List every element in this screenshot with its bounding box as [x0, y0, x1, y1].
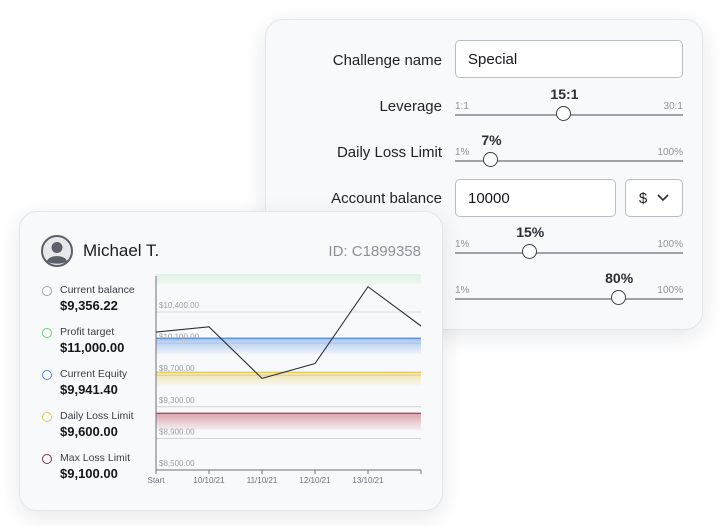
legend-amount: $9,941.40	[60, 382, 118, 397]
y-tick-label: $10,100.00	[159, 333, 200, 342]
slider-value-label: 15:1	[550, 86, 579, 102]
daily-loss-limit-slider[interactable]: 1% 100% 7%	[455, 130, 683, 174]
slider-value-label: 15%	[516, 224, 545, 240]
legend-label: Profit target	[60, 326, 115, 338]
slider-min-label: 1:1	[455, 101, 469, 112]
y-tick-label: $10,400.00	[159, 301, 200, 310]
avatar-icon	[41, 235, 73, 267]
y-tick-label: $9,300.00	[159, 396, 195, 405]
x-tick-label: 13/10/21	[352, 476, 384, 485]
slider-value-label: 7%	[481, 132, 502, 148]
account-balance-input[interactable]: 10000	[455, 179, 616, 217]
slider-min-label: 1%	[455, 147, 470, 158]
challenge-name-label: Challenge name	[332, 52, 442, 69]
legend-label: Max Loss Limit	[60, 452, 131, 464]
slider-value-label: 80%	[605, 270, 634, 286]
y-tick-label: $9,700.00	[159, 364, 195, 373]
legend-dot	[42, 328, 52, 338]
legend-amount: $9,600.00	[60, 424, 118, 439]
x-tick-label: 11/10/21	[247, 476, 278, 485]
leverage-label: Leverage	[379, 98, 442, 115]
chart-band	[156, 372, 421, 386]
percent-slider-b[interactable]: 1% 100% 80%	[455, 268, 683, 312]
y-tick-label: $8,500.00	[159, 459, 195, 468]
slider-max-label: 30:1	[663, 101, 683, 112]
slider-track	[455, 252, 683, 254]
chart-band	[156, 274, 421, 285]
currency-value: $	[638, 189, 648, 207]
legend-amount: $11,000.00	[60, 340, 125, 355]
challenge-name-input[interactable]: Special	[455, 40, 683, 78]
chevron-down-icon	[657, 194, 669, 202]
user-id: ID: C1899358	[328, 243, 421, 260]
slider-thumb[interactable]	[611, 290, 627, 305]
percent-slider-a[interactable]: 1% 100% 15%	[455, 222, 683, 266]
legend-label: Current Equity	[60, 368, 128, 380]
balance-line	[155, 285, 422, 379]
slider-thumb[interactable]	[483, 152, 499, 167]
legend-dot	[42, 370, 52, 380]
slider-max-label: 100%	[657, 239, 683, 250]
y-tick-label: $8,900.00	[159, 427, 195, 436]
legend-label: Current balance	[60, 284, 135, 296]
user-name: Michael T.	[83, 241, 160, 260]
daily-loss-limit-label: Daily Loss Limit	[336, 144, 442, 161]
slider-max-label: 100%	[657, 147, 683, 158]
trader-profile-card: Michael T. ID: C1899358 Current balance …	[19, 211, 443, 511]
leverage-slider[interactable]: 1:1 30:1 15:1	[455, 84, 683, 128]
slider-track	[455, 298, 683, 300]
legend-dot	[42, 454, 52, 464]
slider-min-label: 1%	[455, 285, 470, 296]
slider-max-label: 100%	[657, 285, 683, 296]
legend-amount: $9,100.00	[60, 466, 118, 481]
x-tick-label: Start	[148, 476, 165, 485]
legend-label: Daily Loss Limit	[60, 410, 134, 422]
chart-band	[156, 413, 421, 430]
legend-dot	[42, 412, 52, 422]
x-tick-label: 12/10/21	[299, 476, 331, 485]
slider-thumb[interactable]	[522, 244, 538, 259]
legend-dot	[42, 286, 52, 296]
slider-thumb[interactable]	[556, 106, 572, 121]
slider-min-label: 1%	[455, 239, 470, 250]
chart-band	[156, 338, 421, 354]
slider-track	[455, 160, 683, 162]
legend-amount: $9,356.22	[60, 298, 118, 313]
account-balance-label: Account balance	[331, 190, 442, 207]
x-tick-label: 10/10/21	[193, 476, 225, 485]
balance-chart: $10,400.00 $10,100.00 $9,700.00 $9,300.00 $8…	[148, 274, 422, 485]
currency-select[interactable]: $	[625, 179, 683, 217]
